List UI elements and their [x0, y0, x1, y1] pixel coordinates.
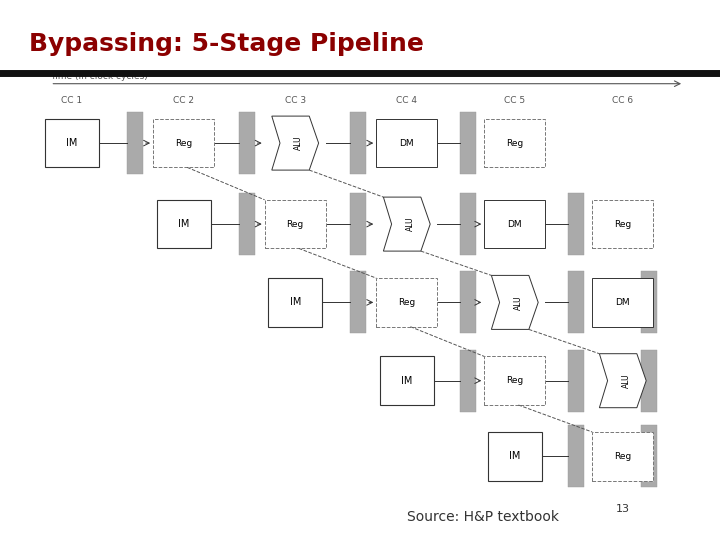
Bar	[350, 112, 366, 174]
Polygon shape	[599, 354, 647, 408]
Text: Reg: Reg	[614, 452, 631, 461]
Bar	[350, 271, 366, 333]
Text: 13: 13	[616, 504, 629, 514]
Bar	[460, 271, 476, 333]
Text: CC 6: CC 6	[612, 96, 634, 105]
Text: Reg: Reg	[614, 220, 631, 228]
Bar	[593, 432, 654, 481]
Bar	[484, 200, 546, 248]
Text: ALU: ALU	[514, 295, 523, 310]
Text: Bypassing: 5-Stage Pipeline: Bypassing: 5-Stage Pipeline	[29, 32, 423, 56]
Polygon shape	[271, 116, 319, 170]
Bar	[568, 426, 584, 487]
Bar	[484, 119, 546, 167]
Text: IM: IM	[289, 298, 301, 307]
Text: CC 5: CC 5	[504, 96, 526, 105]
Bar	[484, 356, 546, 405]
Bar	[641, 426, 657, 487]
Bar	[593, 200, 654, 248]
Bar	[568, 350, 584, 411]
Bar	[568, 271, 584, 333]
Text: CC 1: CC 1	[61, 96, 83, 105]
Bar	[460, 193, 476, 255]
Text: Reg: Reg	[175, 139, 192, 147]
Text: IM: IM	[401, 376, 413, 386]
Text: Time (in clock cycles): Time (in clock cycles)	[50, 72, 148, 81]
Text: IM: IM	[509, 451, 521, 461]
Text: ALU: ALU	[622, 373, 631, 388]
Bar	[460, 112, 476, 174]
Bar	[239, 112, 255, 174]
Bar	[350, 193, 366, 255]
Text: IM: IM	[66, 138, 78, 148]
Bar	[641, 350, 657, 411]
Text: ALU: ALU	[406, 217, 415, 232]
Text: Reg: Reg	[506, 139, 523, 147]
Text: DM: DM	[400, 139, 414, 147]
Bar	[376, 119, 438, 167]
Text: Reg: Reg	[506, 376, 523, 385]
Text: DM: DM	[508, 220, 522, 228]
Text: Reg: Reg	[287, 220, 304, 228]
Bar	[460, 350, 476, 411]
Bar	[157, 200, 210, 248]
Bar	[265, 200, 326, 248]
Bar	[593, 278, 654, 327]
Bar	[127, 112, 143, 174]
Bar	[153, 119, 215, 167]
Polygon shape	[383, 197, 430, 251]
Text: Source: H&P textbook: Source: H&P textbook	[407, 510, 559, 524]
Text: CC 2: CC 2	[173, 96, 194, 105]
Text: ALU: ALU	[294, 136, 303, 151]
Polygon shape	[491, 275, 538, 329]
Bar	[45, 119, 99, 167]
Bar	[641, 271, 657, 333]
Bar	[568, 193, 584, 255]
Bar	[239, 193, 255, 255]
Text: CC 3: CC 3	[284, 96, 306, 105]
Text: IM: IM	[178, 219, 189, 229]
Bar	[268, 278, 323, 327]
Bar	[488, 432, 541, 481]
Bar	[376, 278, 438, 327]
Text: DM: DM	[616, 298, 630, 307]
Bar	[380, 356, 433, 405]
Text: Reg: Reg	[398, 298, 415, 307]
Text: CC 4: CC 4	[396, 96, 418, 105]
